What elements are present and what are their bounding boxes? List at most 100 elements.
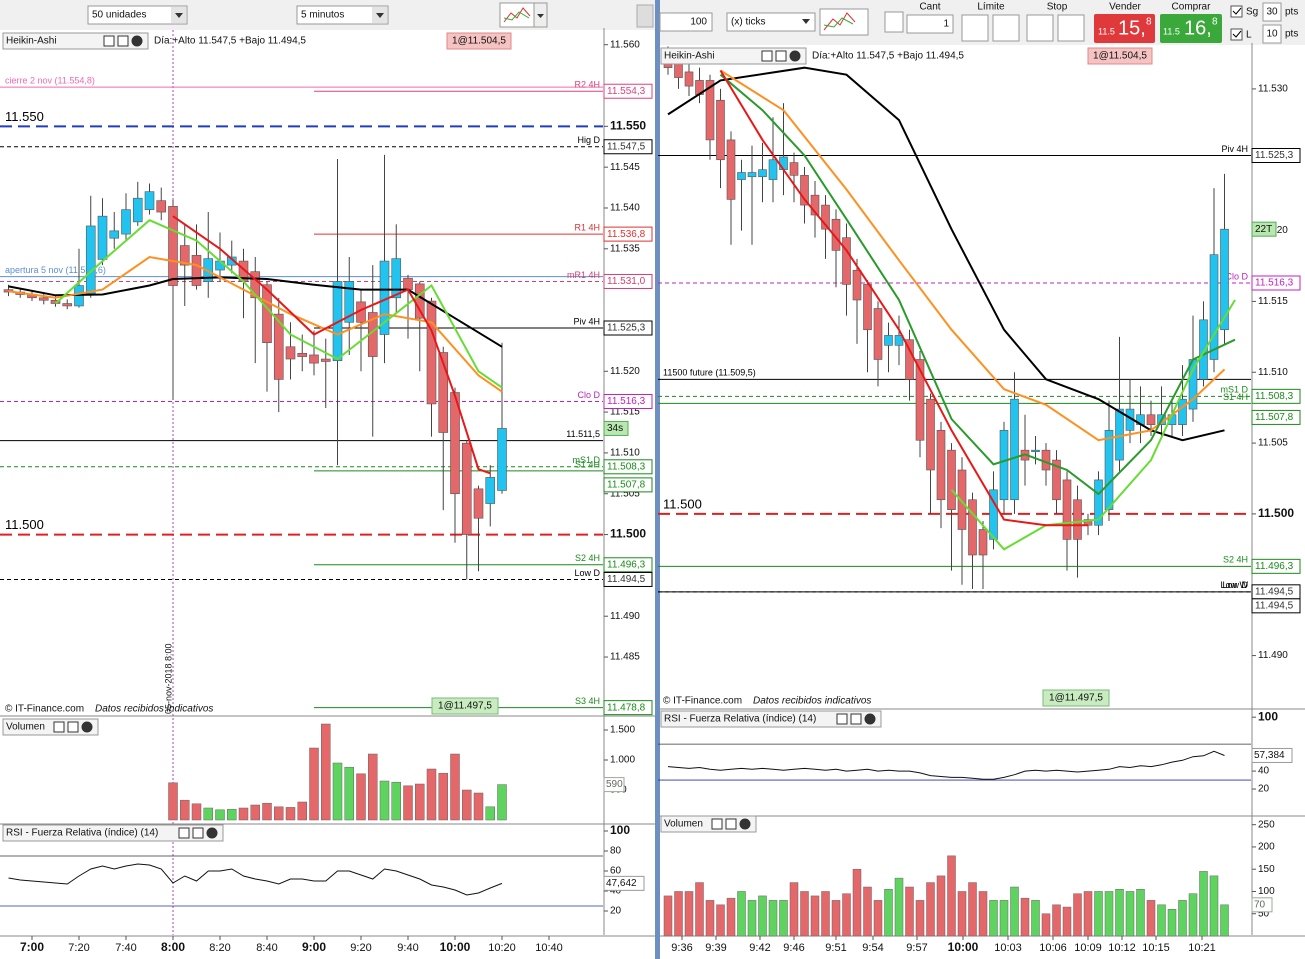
header-icon[interactable] <box>192 827 204 839</box>
header-icon[interactable] <box>761 50 773 62</box>
stop-sell-button[interactable] <box>1057 14 1085 42</box>
x-tick-label: 9:36 <box>671 942 692 954</box>
header-icon[interactable] <box>131 35 143 47</box>
sell-button[interactable] <box>1094 14 1155 43</box>
candle-body <box>391 258 402 299</box>
candle-body <box>894 335 904 346</box>
candle-body <box>438 352 449 433</box>
volume-bar <box>926 882 935 937</box>
header-icon[interactable] <box>67 721 79 733</box>
volume-bar <box>1010 886 1019 937</box>
header-icon[interactable] <box>739 818 751 830</box>
price-level-tag-text: 11.494,5 <box>1255 586 1294 597</box>
candle-body <box>414 283 425 319</box>
volume-bar <box>321 723 331 821</box>
header-icon[interactable] <box>178 827 190 839</box>
candle-body <box>226 256 237 266</box>
buy-label: Comprar <box>1172 2 1212 13</box>
price-level-tag <box>1251 409 1301 425</box>
cant-input[interactable] <box>906 14 954 34</box>
l-checkbox[interactable] <box>1230 28 1243 41</box>
price-level-tag <box>603 83 653 99</box>
volume-bar <box>779 900 788 937</box>
volume-bar <box>450 753 460 821</box>
candle-body <box>674 63 683 78</box>
volume-bar <box>905 886 914 937</box>
y-tick-label: 60 <box>610 866 622 877</box>
x-tick-label: 7:00 <box>20 940 44 954</box>
price-level-name: 11500 future (11.509,5) <box>663 368 756 378</box>
rsi-line <box>8 863 503 896</box>
x-tick-label: 10:03 <box>994 942 1022 954</box>
header-icon[interactable] <box>711 818 723 830</box>
header-icon[interactable] <box>117 35 129 47</box>
x-tick-label: 10:00 <box>948 940 979 954</box>
volume-bar <box>168 782 178 821</box>
header-icon[interactable] <box>850 713 862 725</box>
chart-type-button[interactable] <box>819 8 869 36</box>
header-icon[interactable] <box>836 713 848 725</box>
volume-bar <box>438 772 448 821</box>
header-icon[interactable] <box>53 721 65 733</box>
volume-last: 70 <box>1254 899 1266 910</box>
buy-button[interactable] <box>1160 14 1222 43</box>
settings-button[interactable] <box>884 11 904 33</box>
candle-body <box>1073 499 1082 540</box>
y-tick-label: 11.515 <box>610 407 640 418</box>
candle-body <box>179 245 190 266</box>
candle-body <box>968 499 977 556</box>
header-icon[interactable] <box>789 50 801 62</box>
sg-checkbox[interactable] <box>1230 5 1243 18</box>
moving-average <box>8 276 503 348</box>
countdown-box <box>1251 221 1277 237</box>
unit-select[interactable] <box>726 12 816 32</box>
sell-small: 11.5 <box>1098 26 1115 36</box>
volume-bar <box>978 891 988 937</box>
candle-body <box>1052 459 1061 501</box>
header-icon[interactable] <box>725 818 737 830</box>
quantity-select[interactable] <box>87 5 188 25</box>
collapse-button[interactable] <box>636 4 654 28</box>
volume-bar <box>191 803 202 821</box>
price-level-name: S3 4H <box>575 696 600 706</box>
volume-bar <box>936 875 946 937</box>
y-tick-label: 100 <box>1258 886 1275 897</box>
header-icon[interactable] <box>864 713 876 725</box>
sg-input[interactable] <box>1262 2 1282 22</box>
candle-body <box>497 428 507 491</box>
candle-body <box>842 237 851 285</box>
price-level-name: S1 4H <box>1223 392 1248 402</box>
candle-body <box>1062 479 1072 540</box>
candle-body <box>1178 398 1187 425</box>
volume-bar <box>1136 888 1145 937</box>
moving-average <box>172 215 491 475</box>
quantity-input[interactable] <box>659 12 713 32</box>
volume-bar <box>737 891 746 937</box>
header-icon[interactable] <box>206 827 218 839</box>
candle-body <box>121 209 131 235</box>
price-level-tag-text: 11.478,8 <box>607 702 646 713</box>
panel-title: Heikin-Ashi <box>6 36 57 47</box>
header-icon[interactable] <box>81 721 93 733</box>
sell-sup: 8 <box>1146 17 1152 28</box>
header-icon[interactable] <box>775 50 787 62</box>
volume-bar <box>1220 904 1229 937</box>
candle-body <box>957 469 967 530</box>
day-range: Día:+Alto 11.547,5 +Bajo 11.494,5 <box>812 51 964 62</box>
header-icon[interactable] <box>103 35 115 47</box>
x-tick-label: 9:57 <box>906 942 927 954</box>
candle-body <box>426 300 437 405</box>
stop-buy-button[interactable] <box>1026 14 1054 42</box>
price-level-tag-text: 11.525,3 <box>1255 150 1294 161</box>
volume-bar <box>1094 891 1103 937</box>
candle-body <box>461 442 472 535</box>
l-input[interactable] <box>1262 24 1282 44</box>
interval-select[interactable] <box>296 5 389 25</box>
limit-sell-button[interactable] <box>992 14 1020 42</box>
panel-title: RSI - Fuerza Relativa (índice) (14) <box>664 714 816 725</box>
price-level-tag <box>603 477 653 493</box>
limit-buy-button[interactable] <box>961 14 989 42</box>
price-level-tag <box>603 557 653 573</box>
y-tick-label: 11.500 <box>610 527 646 541</box>
